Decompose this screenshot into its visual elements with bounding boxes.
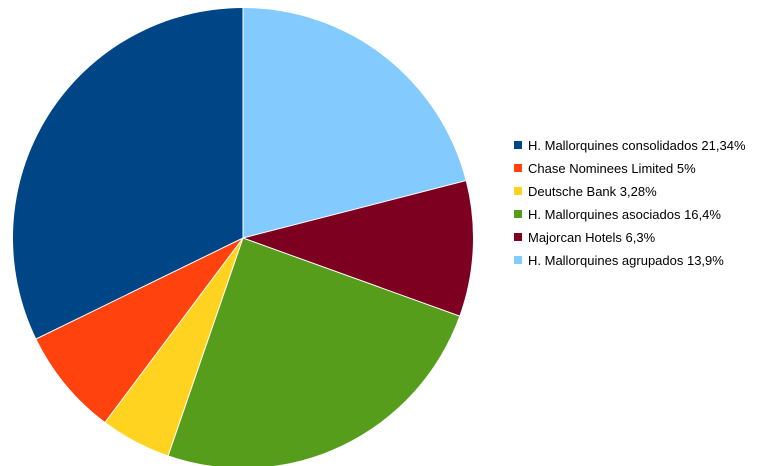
pie-slice-1 (243, 180, 473, 316)
legend-item-deutsche-bank: Deutsche Bank 3,28% (514, 183, 766, 200)
legend-item-mallorquines-agrupados: H. Mallorquines agrupados 13,9% (514, 252, 766, 269)
legend-label: H. Mallorquines agrupados 13,9% (528, 253, 724, 268)
legend-item-majorcan-hotels: Majorcan Hotels 6,3% (514, 229, 766, 246)
legend-label: Deutsche Bank 3,28% (528, 184, 657, 199)
slice-separator-5 (36, 237, 244, 340)
chart-legend: H. Mallorquines consolidados 21,34% Chas… (514, 137, 766, 275)
pie-slice-0 (243, 8, 466, 238)
pie-slice-3 (105, 238, 244, 456)
slice-separator-4 (104, 237, 244, 423)
pie-slice-4 (36, 238, 243, 423)
legend-label: Majorcan Hotels 6,3% (528, 230, 656, 245)
legend-swatch (514, 256, 522, 264)
legend-swatch (514, 164, 522, 172)
slice-separator-3 (167, 237, 244, 456)
pie-slice-5 (13, 8, 244, 339)
legend-swatch (514, 210, 522, 218)
legend-item-mallorquines-consolidados: H. Mallorquines consolidados 21,34% (514, 137, 766, 154)
legend-label: H. Mallorquines consolidados 21,34% (528, 138, 746, 153)
legend-label: Chase Nominees Limited 5% (528, 161, 696, 176)
slice-separator-1 (242, 180, 466, 239)
legend-swatch (514, 141, 522, 149)
legend-item-chase-nominees: Chase Nominees Limited 5% (514, 160, 766, 177)
legend-swatch (514, 233, 522, 241)
legend-swatch (514, 187, 522, 195)
slice-separator-2 (242, 237, 460, 317)
pie-slice-2 (168, 238, 460, 466)
legend-label: H. Mallorquines asociados 16,4% (528, 207, 721, 222)
legend-item-mallorquines-asociados: H. Mallorquines asociados 16,4% (514, 206, 766, 223)
